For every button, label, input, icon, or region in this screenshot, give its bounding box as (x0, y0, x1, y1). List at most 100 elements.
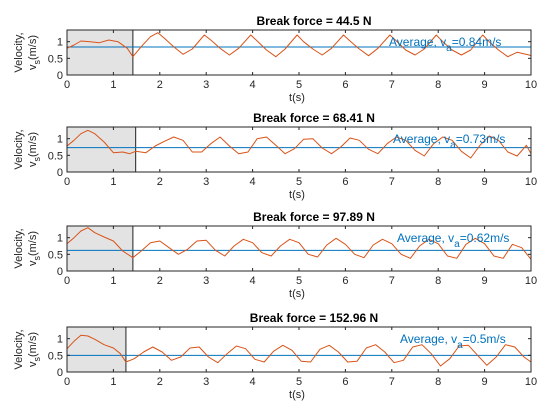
x-tick-label: 3 (203, 79, 209, 91)
shaded-region (66, 326, 127, 373)
x-tick-label: 9 (482, 176, 488, 188)
x-tick-label: 0 (64, 79, 70, 91)
y-axis-label-line2: vs(m/s) (27, 332, 42, 367)
y-axis-label-symbol: v (27, 260, 39, 266)
y-tick-label: 0 (57, 167, 63, 179)
plot-area (67, 327, 531, 372)
x-tick-label: 0 (64, 275, 70, 287)
x-tick-label: 1 (110, 275, 116, 287)
y-axis-label-symbol: v (27, 64, 39, 70)
x-tick-label: 3 (203, 275, 209, 287)
x-tick-label: 6 (342, 79, 348, 91)
y-axis-label-line2: vs(m/s) (27, 35, 42, 70)
x-tick-label: 10 (525, 79, 537, 91)
x-tick-label: 3 (203, 376, 209, 388)
x-tick-label: 3 (203, 176, 209, 188)
annotation-value: =0.5m/s (463, 332, 506, 346)
subplot-title: Break force = 68.41 N (253, 111, 375, 125)
average-annotation: Average, va=0.84m/s (389, 35, 501, 54)
x-tick-label: 6 (342, 176, 348, 188)
y-tick-label: 0.5 (48, 150, 63, 162)
subplot-4: 0 1 2 3 4 5 6 7 8 9 10 0 0.5 1 Break force = 152.96 N t… (13, 311, 537, 401)
x-tick-label: 4 (250, 79, 256, 91)
average-annotation: Average, va=0.73m/s (393, 132, 505, 151)
average-annotation: Average, va=0.62m/s (397, 231, 509, 250)
subplot-2: 0 1 2 3 4 5 6 7 8 9 10 0 0.5 1 Break force = 68.41 N t(… (13, 111, 537, 201)
x-tick-label: 1 (110, 376, 116, 388)
y-axis-label-line2: vs(m/s) (27, 132, 42, 167)
x-tick-label: 9 (482, 79, 488, 91)
x-tick-label: 1 (110, 176, 116, 188)
x-tick-label: 8 (435, 176, 441, 188)
annotation-prefix: Average, v (400, 332, 457, 346)
velocity-series-line (66, 334, 532, 367)
y-tick-label: 0 (57, 266, 63, 278)
x-tick-label: 4 (250, 376, 256, 388)
y-axis-label-line1: Velocity, (13, 329, 25, 369)
x-tick-label: 6 (342, 376, 348, 388)
annotation-subscript: a (446, 43, 452, 54)
y-tick-label: 1 (57, 334, 63, 346)
x-tick-label: 2 (157, 176, 163, 188)
annotation-subscript: a (454, 239, 460, 250)
x-tick-label: 6 (342, 275, 348, 287)
y-tick-label: 0.5 (48, 350, 63, 362)
x-tick-label: 7 (389, 376, 395, 388)
x-tick-label: 8 (435, 376, 441, 388)
y-tick-label: 0.5 (48, 249, 63, 261)
x-tick-label: 5 (296, 275, 302, 287)
x-tick-label: 9 (482, 376, 488, 388)
x-tick-label: 10 (525, 376, 537, 388)
x-axis-label: t(s) (289, 189, 305, 201)
subplot-3: 0 1 2 3 4 5 6 7 8 9 10 0 0.5 1 Break force = 97.89 N t(… (13, 210, 537, 300)
y-tick-label: 1 (57, 233, 63, 245)
x-tick-label: 2 (157, 275, 163, 287)
velocity-series-line (66, 227, 532, 260)
y-tick-label: 0.5 (48, 53, 63, 65)
annotation-value: =0.73m/s (456, 132, 506, 146)
y-axis-label-line2: vs(m/s) (27, 231, 42, 266)
y-axis-label-line1: Velocity, (13, 129, 25, 169)
x-axis-label: t(s) (289, 288, 305, 300)
x-tick-label: 7 (389, 176, 395, 188)
y-axis-label-unit: (m/s) (27, 231, 39, 256)
velocity-series-line (66, 32, 532, 58)
annotation-prefix: Average, v (393, 132, 450, 146)
x-tick-label: 5 (296, 79, 302, 91)
y-tick-label: 1 (57, 134, 63, 146)
x-tick-label: 9 (482, 275, 488, 287)
shaded-region (66, 126, 137, 173)
x-tick-label: 8 (435, 275, 441, 287)
shaded-region (66, 225, 134, 272)
y-axis-label-unit: (m/s) (27, 332, 39, 357)
y-tick-label: 0 (57, 70, 63, 82)
x-axis-label: t(s) (289, 92, 305, 104)
annotation-subscript: a (457, 340, 463, 351)
x-tick-label: 2 (157, 79, 163, 91)
y-axis-label-unit: (m/s) (27, 132, 39, 157)
y-tick-label: 1 (57, 37, 63, 49)
y-tick-label: 0 (57, 367, 63, 379)
y-axis-label-unit: (m/s) (27, 35, 39, 60)
annotation-value: =0.62m/s (460, 231, 510, 245)
plot-area (67, 127, 531, 172)
x-tick-label: 1 (110, 79, 116, 91)
y-axis-label-line1: Velocity, (13, 32, 25, 72)
x-tick-label: 4 (250, 275, 256, 287)
average-annotation: Average, va=0.5m/s (400, 332, 506, 351)
y-axis-label-subscript: s (32, 60, 42, 65)
x-tick-label: 0 (64, 376, 70, 388)
annotation-subscript: a (450, 140, 456, 151)
x-tick-label: 7 (389, 275, 395, 287)
y-axis-label-line1: Velocity, (13, 228, 25, 268)
x-tick-label: 5 (296, 376, 302, 388)
y-axis-label-symbol: v (27, 361, 39, 367)
y-axis-label-symbol: v (27, 161, 39, 167)
annotation-prefix: Average, v (397, 231, 454, 245)
y-axis-label-subscript: s (32, 357, 42, 362)
x-tick-label: 7 (389, 79, 395, 91)
y-axis-label-subscript: s (32, 157, 42, 162)
annotation-value: =0.84m/s (452, 35, 502, 49)
subplot-title: Break force = 152.96 N (250, 311, 378, 325)
